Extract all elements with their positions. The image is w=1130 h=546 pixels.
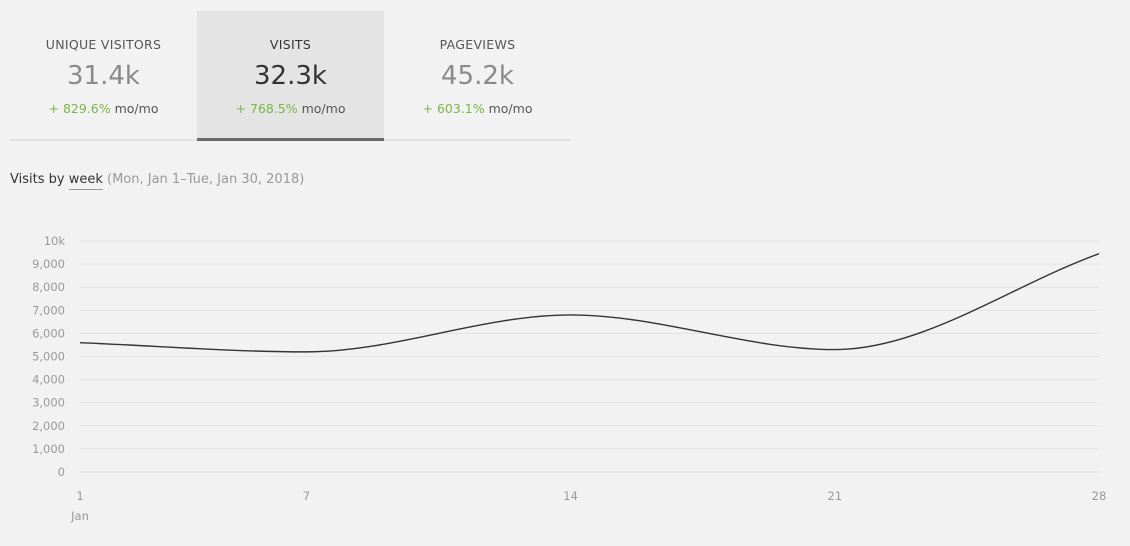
y-tick-label: 7,000 (32, 303, 65, 317)
y-tick-label: 8,000 (32, 280, 65, 294)
change-percent: + 829.6% (48, 101, 111, 116)
metric-tabs: UNIQUE VISITORS 31.4k + 829.6% mo/mo VIS… (10, 11, 571, 141)
x-sublabel: Jan (70, 509, 89, 523)
y-tick-label: 4,000 (32, 373, 65, 387)
y-tick-label: 9,000 (32, 257, 65, 271)
date-range: (Mon, Jan 1–Tue, Jan 30, 2018) (107, 172, 305, 187)
x-tick-label: 7 (303, 489, 310, 503)
change-percent: + 603.1% (422, 101, 485, 116)
change-unit: mo/mo (488, 101, 533, 116)
tab-unique-visitors[interactable]: UNIQUE VISITORS 31.4k + 829.6% mo/mo (10, 11, 197, 139)
change-unit: mo/mo (301, 101, 346, 116)
y-tick-label: 1,000 (32, 442, 65, 456)
tab-change: + 603.1% mo/mo (384, 101, 571, 116)
y-tick-label: 6,000 (32, 326, 65, 340)
chart-subtitle: Visits by week (Mon, Jan 1–Tue, Jan 30, … (10, 172, 305, 190)
tab-pageviews[interactable]: PAGEVIEWS 45.2k + 603.1% mo/mo (384, 11, 571, 139)
tab-value: 45.2k (441, 61, 514, 91)
subtitle-prefix: Visits by (10, 172, 65, 187)
tab-change: + 768.5% mo/mo (197, 101, 384, 116)
y-tick-label: 0 (58, 465, 65, 479)
x-tick-label: 21 (827, 489, 842, 503)
y-tick-label: 5,000 (32, 350, 65, 364)
x-tick-label: 1 (76, 489, 83, 503)
y-tick-label: 2,000 (32, 419, 65, 433)
series-line (79, 253, 1100, 353)
x-tick-label: 28 (1092, 489, 1107, 503)
tab-label: VISITS (269, 37, 312, 52)
change-percent: + 768.5% (235, 101, 298, 116)
tab-change: + 829.6% mo/mo (10, 101, 197, 116)
y-tick-label: 10k (44, 234, 66, 248)
period-selector[interactable]: week (68, 172, 103, 190)
tab-value: 31.4k (67, 61, 140, 91)
tab-label: PAGEVIEWS (439, 37, 516, 52)
x-tick-label: 14 (563, 489, 578, 503)
tab-visits[interactable]: VISITS 32.3k + 768.5% mo/mo (197, 11, 384, 141)
y-tick-label: 3,000 (32, 396, 65, 410)
tab-value: 32.3k (254, 61, 327, 91)
change-unit: mo/mo (114, 101, 159, 116)
tab-label: UNIQUE VISITORS (45, 37, 162, 52)
